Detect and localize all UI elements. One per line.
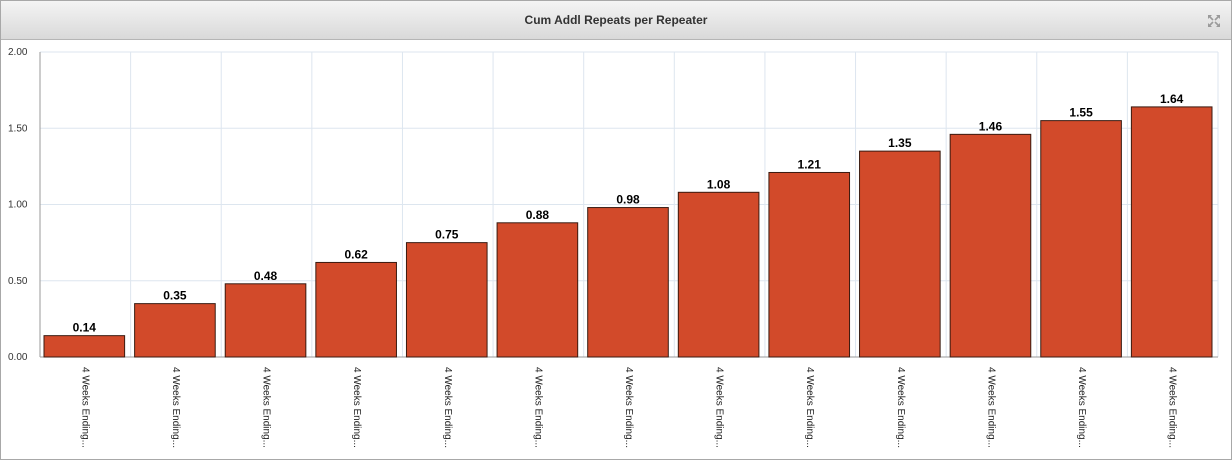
data-label: 1.21 xyxy=(798,157,822,171)
bar xyxy=(587,207,669,358)
y-tick-label: 1.00 xyxy=(8,200,28,211)
bar xyxy=(768,171,851,358)
y-tick-label: 0.50 xyxy=(8,276,28,287)
bar xyxy=(1040,120,1122,358)
data-label: 1.08 xyxy=(707,177,731,191)
chart-title: Cum Addl Repeats per Repeater xyxy=(524,13,708,27)
data-label: 1.35 xyxy=(888,136,912,150)
bar xyxy=(496,222,579,358)
data-label: 0.48 xyxy=(254,269,278,283)
y-tick-label: 2.00 xyxy=(8,47,28,58)
x-tick-label: 4 Weeks Ending... xyxy=(170,367,181,448)
x-tick-label: 4 Weeks Ending... xyxy=(442,367,453,448)
panel-header: Cum Addl Repeats per Repeater xyxy=(1,1,1231,40)
bar xyxy=(1130,106,1213,358)
x-tick-label: 4 Weeks Ending... xyxy=(261,367,272,448)
x-tick-label: 4 Weeks Ending... xyxy=(804,367,815,448)
x-tick-label: 4 Weeks Ending... xyxy=(1076,367,1087,448)
x-tick-label: 4 Weeks Ending... xyxy=(985,367,996,448)
x-tick-label: 4 Weeks Ending... xyxy=(714,367,725,448)
x-tick-label: 4 Weeks Ending... xyxy=(351,367,362,448)
data-label: 0.62 xyxy=(344,247,368,261)
bar xyxy=(405,242,488,358)
data-label: 0.98 xyxy=(616,193,640,207)
data-label: 0.35 xyxy=(163,289,187,303)
data-label: 1.46 xyxy=(979,119,1003,133)
x-tick-label: 4 Weeks Ending... xyxy=(532,367,543,448)
bar xyxy=(224,283,307,358)
data-label: 0.75 xyxy=(435,228,459,242)
x-tick-label: 4 Weeks Ending... xyxy=(79,367,90,448)
data-label: 0.14 xyxy=(73,321,97,335)
data-label: 0.88 xyxy=(526,208,550,222)
x-tick-label: 4 Weeks Ending... xyxy=(623,367,634,448)
y-tick-label: 0.00 xyxy=(8,352,28,363)
data-label: 1.55 xyxy=(1069,106,1093,120)
bar xyxy=(134,303,216,358)
bar xyxy=(949,133,1032,358)
expand-arrows-icon[interactable] xyxy=(1207,14,1221,28)
x-tick-label: 4 Weeks Ending... xyxy=(895,367,906,448)
bar xyxy=(43,335,126,358)
data-label: 1.64 xyxy=(1160,92,1184,106)
bar xyxy=(859,150,941,358)
bar xyxy=(677,191,760,358)
bar xyxy=(315,261,397,358)
y-tick-label: 1.50 xyxy=(8,123,28,134)
x-tick-label: 4 Weeks Ending... xyxy=(1167,367,1178,448)
